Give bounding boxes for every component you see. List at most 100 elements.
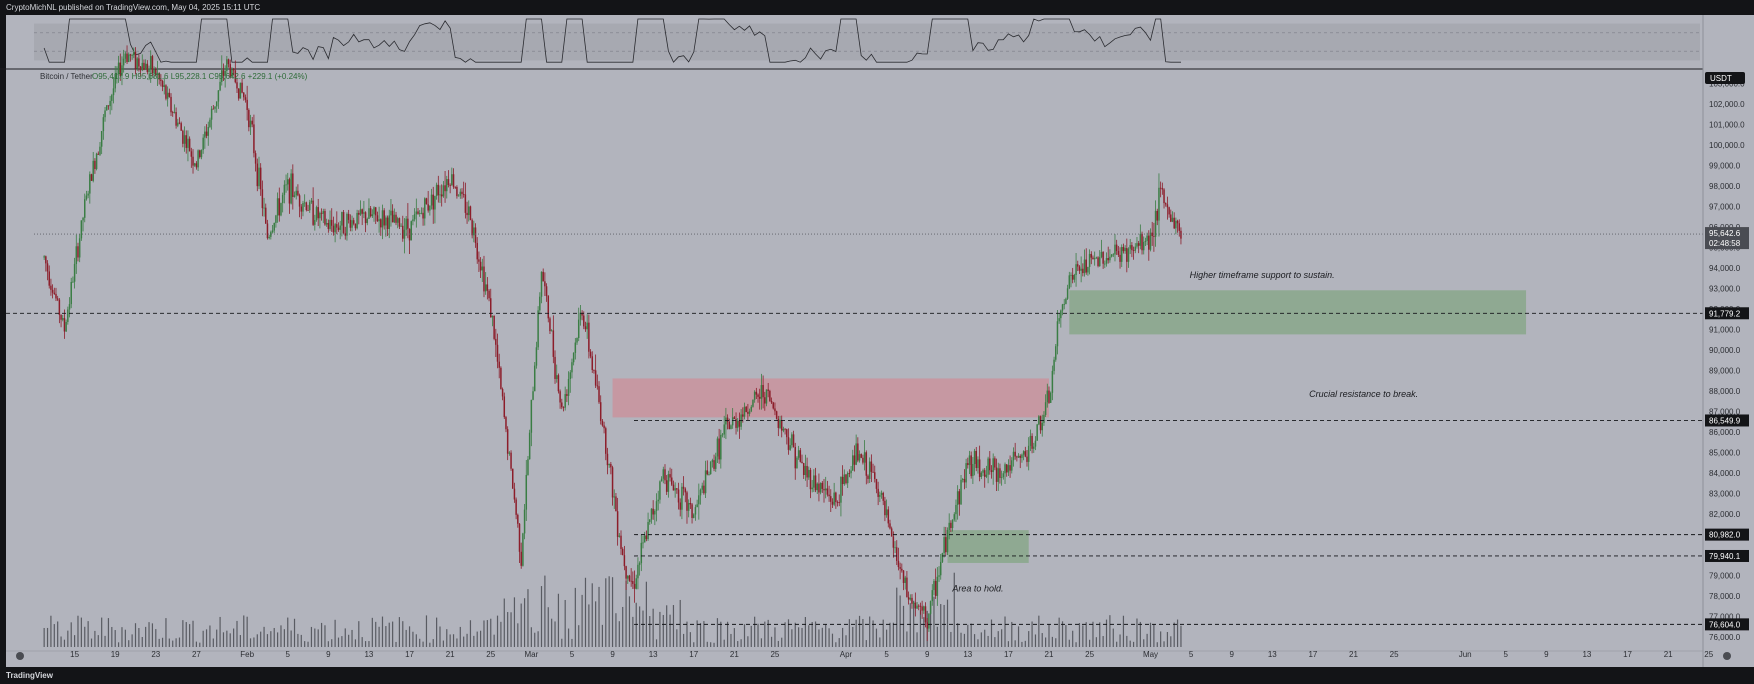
candle-body-533 (945, 537, 947, 553)
candle-body-502 (892, 536, 895, 548)
candle-body-339 (616, 511, 619, 537)
x-tick-label-6: 9 (326, 650, 331, 659)
candle-body-370 (669, 474, 671, 478)
rsi-panel: 40.0060.00 (34, 18, 1733, 63)
currency-badge[interactable] (1705, 72, 1745, 84)
x-tick-label-15: 17 (689, 650, 698, 659)
candle-body-654 (1149, 232, 1152, 250)
candle-body-508 (902, 570, 905, 583)
volume-bar-305 (1075, 642, 1077, 647)
settings-handle[interactable] (1723, 652, 1731, 660)
y-tick-label-12: 88,000.0 (1709, 387, 1741, 396)
chart-area[interactable]: 40.0060.00 Higher timeframe support to s… (0, 15, 1754, 667)
candle-body-188 (361, 209, 363, 214)
volume-bar-204 (733, 628, 735, 647)
volume-bar-105 (398, 617, 400, 647)
candle-body-199 (380, 219, 382, 228)
candle-body-432 (774, 408, 776, 412)
volume-bar-156 (571, 638, 573, 647)
candle-body-335 (610, 463, 612, 468)
volume-bar-17 (101, 617, 103, 647)
candle-body-16 (70, 281, 72, 305)
x-tick-label-10: 25 (486, 650, 495, 659)
candle-body-659 (1158, 187, 1160, 221)
candle-body-11 (62, 318, 64, 320)
candle-body-140 (280, 203, 282, 216)
candle-body-97 (207, 126, 209, 136)
volume-bar-10 (77, 615, 79, 647)
candle-body-151 (298, 195, 301, 207)
volume-bar-210 (754, 616, 756, 647)
candle-body-340 (618, 535, 621, 537)
candle-body-367 (664, 469, 666, 481)
candle-body-4 (50, 285, 52, 290)
volume-bar-175 (635, 602, 637, 647)
candle-body-498 (885, 509, 888, 516)
candle-body-89 (193, 163, 196, 166)
candle-body-542 (960, 479, 962, 505)
candle-body-34 (100, 131, 103, 147)
candle-body-494 (879, 494, 881, 497)
volume-bar-258 (916, 632, 918, 647)
volume-bar-136 (503, 598, 505, 647)
candle-body-150 (297, 190, 299, 196)
volume-bar-24 (124, 629, 126, 647)
left-scroll-handle[interactable] (16, 652, 24, 660)
candle-body-488 (868, 461, 871, 479)
candle-body-189 (363, 212, 365, 214)
candle-body-237 (444, 185, 446, 192)
y-tick-label-25: 101,000.0 (1709, 120, 1745, 129)
candle-body-624 (1099, 257, 1101, 267)
candle-body-451 (806, 465, 808, 478)
volume-bar-250 (889, 622, 891, 647)
candle-body-551 (975, 450, 978, 468)
candle-body-644 (1132, 250, 1135, 251)
y-tick-label-26: 102,000.0 (1709, 100, 1745, 109)
volume-bar-50 (212, 638, 214, 647)
volume-bar-272 (963, 633, 966, 647)
candle-body-289 (532, 391, 534, 400)
candle-body-396 (713, 460, 715, 469)
volume-bar-11 (80, 617, 82, 647)
candle-body-30 (94, 160, 96, 170)
candle-body-477 (850, 470, 852, 474)
volume-bar-20 (111, 626, 113, 647)
candle-body-341 (620, 535, 622, 549)
candle-body-355 (643, 535, 646, 543)
legend-values: O95,417.9 H95,681.6 L95,228.1 C95,642.6 … (92, 72, 308, 81)
candle-body-21 (78, 238, 81, 258)
candle-body-117 (241, 82, 243, 93)
candle-body-298 (547, 296, 550, 319)
volume-bar-236 (842, 627, 844, 647)
time-axis[interactable]: 15 19 23 27 Feb 5 9 13 17 21 25 Mar 5 9 13 17 21 25 Apr 5 9 1… (6, 650, 1714, 659)
candle-body-441 (789, 445, 791, 450)
volume-bar-30 (145, 626, 147, 647)
candle-body-266 (493, 315, 495, 339)
candle-body-614 (1082, 268, 1084, 274)
candle-body-405 (728, 421, 731, 430)
candle-body-456 (814, 475, 817, 491)
candle-body-650 (1142, 241, 1145, 251)
candle-body-544 (963, 478, 966, 483)
candle-body-538 (953, 514, 956, 520)
current-price-countdown: 02:48:58 (1709, 239, 1741, 248)
price-axis[interactable] (1703, 15, 1754, 667)
candle-body-231 (434, 195, 436, 210)
volume-bar-197 (710, 642, 712, 647)
volume-bar-319 (1122, 615, 1125, 647)
candle-body-262 (486, 284, 489, 291)
candle-body-648 (1139, 233, 1142, 246)
volume-bar-255 (906, 631, 908, 647)
candle-body-303 (555, 375, 558, 379)
candle-body-223 (420, 212, 423, 214)
candle-body-23 (82, 217, 84, 221)
volume-bar-117 (439, 626, 441, 647)
volume-bar-214 (767, 619, 769, 647)
candle-body-574 (1014, 451, 1016, 457)
candle-body-50 (127, 54, 130, 63)
candle-body-317 (579, 312, 582, 320)
price-line-badge-3 (1705, 549, 1749, 562)
candle-body-400 (720, 434, 722, 460)
candle-body-299 (549, 318, 551, 332)
candle-body-70 (161, 81, 164, 87)
